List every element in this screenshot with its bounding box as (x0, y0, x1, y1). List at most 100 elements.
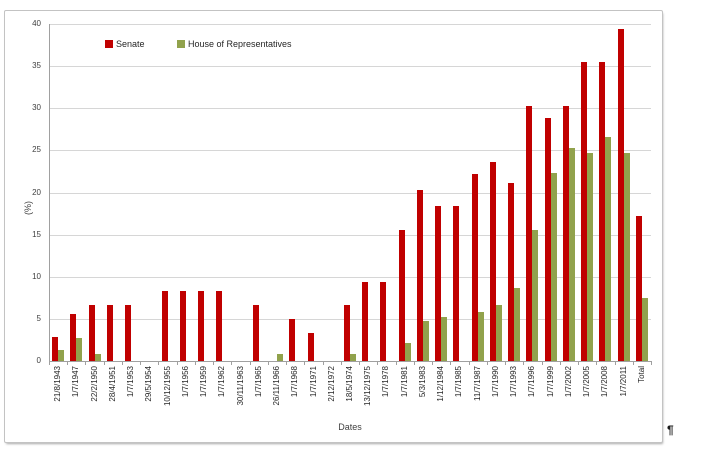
bar-house-1/7/2005 (587, 152, 594, 361)
bar-house-1/7/2008 (605, 136, 612, 361)
house-legend-label: House of Representatives (188, 39, 292, 49)
x-axis-tick (286, 362, 288, 365)
x-tick-label: 1/7/1968 (290, 366, 300, 398)
x-tick-label: 13/12/1975 (363, 366, 373, 407)
x-tick-label: 10/12/1955 (162, 366, 172, 407)
y-tick-label: 35 (32, 61, 41, 71)
x-axis-tick (85, 362, 87, 365)
x-tick-label: 21/8/1943 (53, 366, 63, 402)
x-tick-label: 1/7/1971 (308, 366, 318, 398)
bar-senate-1/7/1968 (289, 318, 296, 361)
x-axis-tick (559, 362, 561, 365)
x-tick-label: 1/7/2002 (563, 366, 573, 398)
x-axis-tick (505, 362, 507, 365)
y-tick-label: 15 (32, 229, 41, 239)
x-axis-tick (614, 362, 616, 365)
x-axis-tick (450, 362, 452, 365)
gridline-35 (49, 66, 651, 68)
y-axis-title: (%) (23, 201, 33, 215)
x-axis-tick (304, 362, 306, 365)
x-tick-label: 2/12/1972 (326, 366, 336, 402)
x-tick-label: 18/5/1974 (345, 366, 354, 402)
x-tick-label: Total (636, 366, 646, 383)
x-axis-tick (413, 362, 415, 365)
gridline-10 (49, 276, 651, 278)
x-axis-tick (632, 362, 634, 365)
bar-senate-5/3/1983 (416, 189, 423, 361)
x-axis-tick (359, 362, 361, 365)
x-axis-tick (541, 362, 543, 365)
x-tick-label: 1/7/2005 (582, 366, 592, 398)
x-axis-tick (231, 362, 233, 365)
x-axis-tick (103, 362, 105, 365)
x-axis-tick (578, 362, 580, 365)
x-axis-title: Dates (338, 422, 362, 432)
x-tick-label: 1/7/1978 (381, 366, 391, 398)
y-axis-line (49, 24, 50, 361)
chart-frame: Senate House of Representatives (%) Date… (4, 10, 663, 443)
bar-house-21/8/1943 (58, 350, 65, 361)
bar-house-11/7/1987 (477, 312, 484, 361)
bar-house-26/11/1966 (277, 354, 284, 361)
bar-senate-Total (635, 216, 642, 361)
x-tick-label: 11/7/1987 (472, 366, 482, 401)
x-tick-label: 22/2/1950 (89, 366, 99, 402)
x-tick-label: 1/7/1996 (527, 366, 537, 398)
x-axis-tick (395, 362, 397, 365)
bar-senate-1/7/1953 (125, 304, 132, 361)
x-tick-label: 1/12/1984 (436, 366, 446, 402)
x-axis-tick (249, 362, 251, 365)
bar-house-5/3/1983 (422, 320, 429, 361)
x-tick-label: 1/7/1959 (199, 366, 209, 398)
bar-senate-11/7/1987 (471, 173, 478, 361)
bar-senate-1/7/1985 (453, 205, 460, 361)
y-tick-label: 10 (32, 271, 41, 281)
bar-senate-1/7/1999 (544, 117, 551, 361)
bar-house-Total (641, 297, 648, 361)
x-tick-label: 1/7/1947 (71, 366, 81, 398)
gridline-5 (49, 318, 651, 320)
x-tick-label: 1/7/1990 (490, 366, 500, 398)
y-tick-label: 30 (32, 103, 41, 113)
bar-senate-18/5/1974 (344, 304, 350, 361)
senate-legend-label: Senate (116, 39, 145, 49)
x-axis-tick (596, 362, 598, 365)
bar-house-1/7/1981 (404, 343, 411, 361)
bar-senate-13/12/1975 (362, 281, 369, 361)
y-tick-label: 0 (36, 356, 41, 365)
x-tick-label: 1/7/1999 (545, 366, 555, 398)
bar-house-1/7/2002 (568, 147, 575, 361)
bar-house-1/12/1984 (441, 317, 448, 361)
gridline-40 (49, 24, 651, 25)
x-tick-label: 1/7/1965 (253, 366, 263, 398)
bar-house-1/7/1947 (76, 338, 83, 361)
bar-senate-1/7/2005 (581, 61, 588, 361)
bar-senate-22/2/1950 (88, 304, 95, 361)
bar-senate-1/7/1956 (179, 291, 186, 361)
house-legend-swatch-icon (177, 40, 185, 48)
x-axis-tick (213, 362, 215, 365)
x-tick-label: 1/7/1981 (399, 366, 409, 398)
x-axis-tick (176, 362, 178, 365)
bar-house-1/7/2011 (623, 152, 630, 361)
bar-senate-1/7/1990 (489, 162, 496, 361)
bar-senate-1/7/1959 (198, 291, 205, 361)
gridline-30 (49, 108, 651, 110)
chart-legend: Senate House of Representatives (5, 38, 662, 52)
bar-senate-1/7/1996 (526, 105, 533, 361)
x-axis-tick (432, 362, 434, 365)
x-tick-label: 28/4/1951 (107, 366, 117, 402)
gridline-20 (49, 192, 651, 194)
y-tick-label: 20 (32, 187, 41, 197)
x-axis-tick (140, 362, 142, 365)
x-tick-label: 1/7/1953 (126, 366, 136, 398)
bar-senate-21/8/1943 (52, 337, 59, 361)
bar-house-1/7/1999 (550, 173, 557, 361)
bar-house-22/2/1950 (94, 354, 101, 361)
bar-senate-1/7/1962 (216, 291, 223, 361)
x-axis-tick (49, 362, 50, 365)
x-tick-label: 1/7/1962 (217, 366, 227, 398)
pilcrow-mark: ¶ (667, 423, 674, 437)
x-axis-tick (468, 362, 470, 365)
x-axis-tick (340, 362, 342, 365)
